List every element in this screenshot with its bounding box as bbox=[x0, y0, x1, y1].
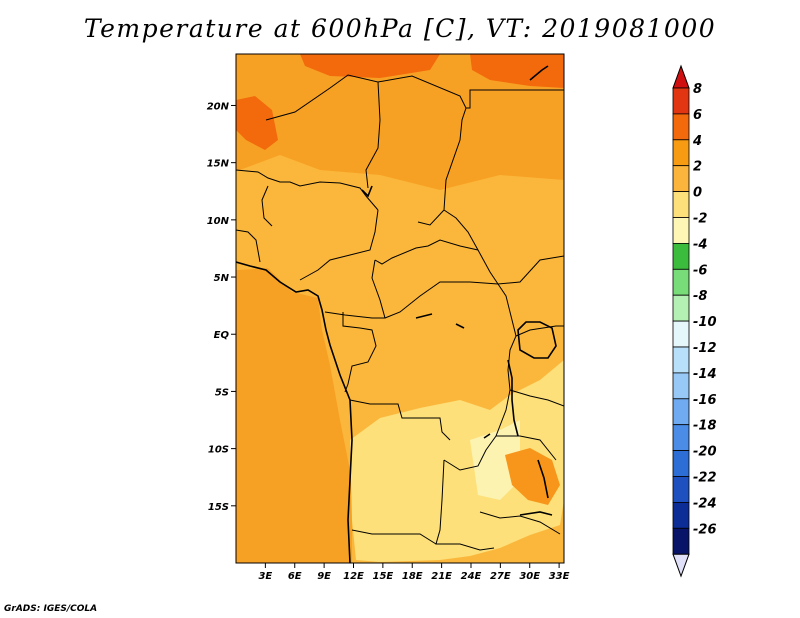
colorbar-bin bbox=[672, 424, 690, 452]
river-congo-1 bbox=[415, 313, 433, 319]
colorbar-bin bbox=[672, 165, 690, 192]
colorbar-label: -22 bbox=[693, 471, 717, 486]
river-congo-2 bbox=[455, 323, 465, 329]
colorbar-label: -26 bbox=[693, 522, 717, 537]
colorbar-label: -18 bbox=[693, 419, 717, 434]
colorbar-bin bbox=[672, 139, 690, 167]
border-uganda-south bbox=[515, 325, 564, 337]
colorbar-bin bbox=[672, 268, 690, 296]
colorbar-label: -2 bbox=[693, 212, 707, 227]
latitude-axis: 20N 15N 10N 5N EQ 5S 10S 15S bbox=[207, 101, 236, 513]
colorbar-bin bbox=[672, 476, 690, 503]
lake-kariba bbox=[519, 511, 553, 516]
field-region-cool-east-minus2-0 bbox=[470, 420, 520, 500]
colorbar-label: -10 bbox=[693, 315, 717, 330]
lat-tick-label: 15S bbox=[208, 502, 229, 513]
chart-title: Temperature at 600hPa [C], VT: 201908100… bbox=[83, 14, 717, 43]
border-car-drc bbox=[384, 281, 499, 319]
border-tanzania-north bbox=[509, 389, 564, 407]
border-gabon-congo bbox=[342, 312, 377, 393]
field-region-coolest-minus2-0 bbox=[362, 425, 440, 535]
lat-tick-label: 10S bbox=[208, 445, 229, 456]
border-westcoast bbox=[236, 229, 261, 263]
border-drc-angola bbox=[349, 399, 451, 441]
colorbar-bin bbox=[672, 320, 690, 348]
lake-mweru bbox=[483, 433, 491, 439]
red-sea-coast bbox=[529, 65, 549, 81]
lon-tick-label: 3E bbox=[258, 571, 272, 582]
colorbar-label: -14 bbox=[693, 367, 717, 382]
lon-tick-label: 12E bbox=[343, 571, 364, 582]
lon-tick-label: 21E bbox=[431, 571, 452, 582]
colorbar-bin bbox=[672, 191, 690, 218]
coastlines bbox=[236, 65, 557, 563]
country-borders bbox=[236, 74, 564, 551]
colorbar-bin bbox=[672, 217, 690, 244]
field-region-north-4-6 bbox=[236, 54, 564, 190]
colorbar: 8 6 4 2 0 -2 -4 -6 -8 -10 -12 -14 -16 -18 -20 -22 -24 -26 bbox=[672, 64, 717, 578]
colorbar-bin bbox=[672, 87, 690, 115]
colorbar-label: -24 bbox=[693, 496, 717, 511]
lon-tick-label: 15E bbox=[372, 571, 393, 582]
colorbar-bin bbox=[672, 113, 690, 141]
lon-tick-label: 18E bbox=[402, 571, 423, 582]
lat-tick-label: EQ bbox=[214, 330, 230, 341]
temperature-field bbox=[236, 54, 564, 563]
lake-malawi bbox=[537, 459, 549, 499]
lat-tick-label: 5N bbox=[214, 273, 230, 284]
atlantic-coastline bbox=[236, 261, 353, 563]
colorbar-bin bbox=[672, 527, 690, 555]
field-region-hot-northwest-6-8 bbox=[236, 96, 278, 150]
colorbar-bin bbox=[672, 294, 690, 322]
border-sudan-south bbox=[443, 209, 564, 285]
lon-tick-label: 27E bbox=[490, 571, 511, 582]
border-tanzania-zambia bbox=[496, 435, 557, 461]
colorbar-top-arrow bbox=[672, 64, 690, 89]
colorbar-bin bbox=[672, 242, 690, 270]
field-region-hot-north-6-8 bbox=[300, 54, 440, 78]
lon-tick-label: 6E bbox=[288, 571, 302, 582]
border-angola-namibia bbox=[351, 529, 437, 545]
lat-tick-label: 5S bbox=[215, 387, 229, 398]
colorbar-label: -16 bbox=[693, 393, 717, 408]
field-region-ocean-4-6 bbox=[236, 268, 352, 563]
lat-tick-label: 10N bbox=[207, 216, 230, 227]
grads-credit: GrADS: IGES/COLA bbox=[4, 604, 98, 614]
lon-tick-label: 33E bbox=[549, 571, 570, 582]
lake-chad bbox=[361, 185, 373, 198]
colorbar-bin bbox=[672, 346, 690, 374]
colorbar-label: 2 bbox=[693, 160, 702, 175]
border-car-chad bbox=[374, 239, 479, 265]
lon-tick-label: 30E bbox=[519, 571, 540, 582]
colorbar-bin bbox=[672, 398, 690, 426]
colorbar-label: 0 bbox=[693, 186, 702, 201]
colorbar-bottom-arrow bbox=[672, 553, 690, 578]
border-nigeria-cameroon bbox=[299, 209, 379, 281]
colorbar-bin bbox=[672, 501, 690, 529]
field-region-hot-northeast-6-8 bbox=[470, 54, 564, 88]
lake-tanganyika bbox=[507, 359, 519, 437]
colorbar-label: -6 bbox=[693, 263, 707, 278]
border-zambia-south bbox=[479, 511, 561, 535]
lake-victoria bbox=[517, 321, 557, 359]
map-frame bbox=[235, 53, 565, 564]
colorbar-label: 8 bbox=[693, 82, 702, 97]
colorbar-label: -4 bbox=[693, 237, 707, 252]
colorbar-label: 6 bbox=[693, 108, 702, 123]
border-egypt-sudan bbox=[466, 89, 564, 109]
border-burkina bbox=[261, 185, 273, 227]
colorbar-label: -8 bbox=[693, 289, 707, 304]
lat-tick-label: 15N bbox=[207, 159, 230, 170]
longitude-axis: 3E 6E 9E 12E 15E 18E 21E 24E 27E 30E 33E bbox=[258, 563, 570, 582]
lon-tick-label: 9E bbox=[317, 571, 331, 582]
colorbar-label: 4 bbox=[692, 134, 702, 149]
colorbar-bin bbox=[672, 450, 690, 477]
colorbar-label: -20 bbox=[693, 445, 717, 460]
colorbar-label: -12 bbox=[693, 341, 717, 356]
border-niger-chad-libya bbox=[377, 75, 467, 226]
colorbar-bin bbox=[672, 372, 690, 400]
lat-tick-label: 20N bbox=[207, 101, 230, 112]
lon-tick-label: 24E bbox=[461, 571, 482, 582]
